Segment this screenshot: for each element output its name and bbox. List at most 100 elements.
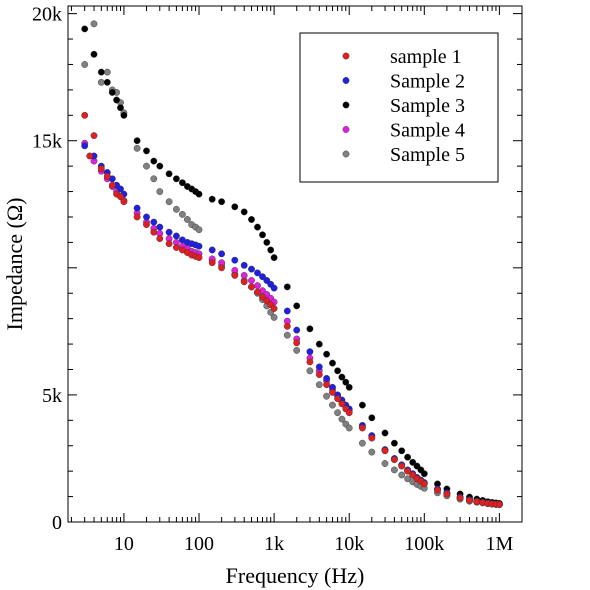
- legend-label: Sample 3: [390, 95, 465, 117]
- data-point: [120, 198, 128, 206]
- data-point: [165, 198, 173, 206]
- data-point: [208, 259, 216, 267]
- data-point: [133, 204, 141, 212]
- data-point: [178, 210, 186, 218]
- data-point: [267, 246, 275, 254]
- legend-marker: [342, 126, 350, 133]
- data-point: [150, 175, 158, 183]
- data-point: [81, 61, 89, 68]
- data-point: [90, 50, 98, 58]
- data-point: [156, 235, 164, 243]
- legend-marker: [342, 52, 350, 60]
- y-tick-label: 5k: [42, 385, 62, 407]
- data-point: [218, 264, 226, 272]
- data-point: [381, 429, 389, 437]
- data-point: [143, 213, 150, 221]
- data-point: [338, 400, 346, 408]
- data-point: [195, 242, 203, 250]
- data-point: [231, 271, 239, 279]
- data-point: [358, 439, 366, 447]
- data-point: [398, 471, 406, 479]
- data-point: [143, 147, 150, 155]
- data-point: [165, 170, 173, 178]
- data-point: [338, 415, 346, 423]
- data-point: [398, 447, 406, 455]
- data-point: [263, 238, 271, 246]
- data-point: [345, 383, 353, 391]
- data-point: [409, 458, 417, 466]
- data-point: [368, 448, 376, 456]
- data-point: [270, 305, 278, 312]
- data-point: [117, 104, 124, 112]
- series: [81, 111, 503, 508]
- data-point: [293, 346, 301, 354]
- data-point: [404, 467, 411, 475]
- data-point: [150, 157, 158, 165]
- data-point: [259, 231, 266, 239]
- data-point: [323, 392, 330, 400]
- data-point: [306, 325, 314, 333]
- legend-label: Sample 5: [390, 144, 465, 166]
- x-tick-label: 100: [184, 533, 214, 555]
- data-point: [172, 175, 180, 183]
- data-point: [195, 226, 203, 234]
- data-point: [398, 462, 406, 470]
- data-point: [293, 326, 301, 334]
- data-point: [329, 359, 336, 367]
- data-point: [334, 395, 341, 403]
- data-point: [259, 273, 266, 281]
- data-point: [117, 193, 124, 201]
- legend-marker: [342, 77, 350, 84]
- data-point: [97, 68, 105, 76]
- data-point: [218, 198, 226, 206]
- data-point: [495, 501, 503, 508]
- data-point: [334, 367, 341, 375]
- data-point: [315, 381, 323, 389]
- data-point: [306, 348, 314, 356]
- data-point: [248, 283, 255, 291]
- data-point: [248, 265, 255, 273]
- data-point: [334, 409, 341, 417]
- data-point: [456, 494, 464, 502]
- data-point: [208, 195, 216, 203]
- data-point: [231, 203, 239, 211]
- data-point: [404, 475, 411, 483]
- legend-label: Sample 4: [390, 120, 465, 142]
- data-point: [283, 307, 291, 315]
- data-point: [81, 111, 89, 119]
- data-point: [81, 142, 89, 150]
- data-point: [143, 221, 150, 229]
- series: [81, 139, 503, 508]
- x-tick-label: 1k: [264, 533, 284, 555]
- data-point: [358, 401, 366, 409]
- plot-frame: [67, 5, 523, 523]
- data-point: [133, 144, 141, 152]
- data-point: [108, 181, 116, 189]
- data-point: [183, 216, 191, 223]
- data-points: [81, 20, 503, 509]
- data-point: [254, 269, 261, 277]
- x-axis-title: Frequency (Hz): [226, 563, 365, 588]
- y-axis-title: Impedance (Ω): [2, 198, 27, 331]
- data-point: [156, 188, 164, 196]
- data-point: [117, 185, 124, 193]
- data-point: [231, 256, 239, 264]
- data-point: [172, 232, 180, 240]
- data-point: [240, 208, 248, 216]
- data-point: [283, 331, 291, 339]
- data-point: [103, 172, 111, 180]
- x-tick-label: 1M: [485, 533, 513, 555]
- data-point: [420, 470, 428, 478]
- data-point: [143, 162, 150, 170]
- data-point: [150, 228, 158, 236]
- data-point: [283, 322, 291, 330]
- axis-ticks: [68, 6, 523, 523]
- data-point: [390, 439, 398, 447]
- data-point: [404, 453, 411, 461]
- data-point: [240, 271, 248, 279]
- data-point: [240, 278, 248, 286]
- data-point: [254, 282, 261, 289]
- data-point: [172, 244, 180, 251]
